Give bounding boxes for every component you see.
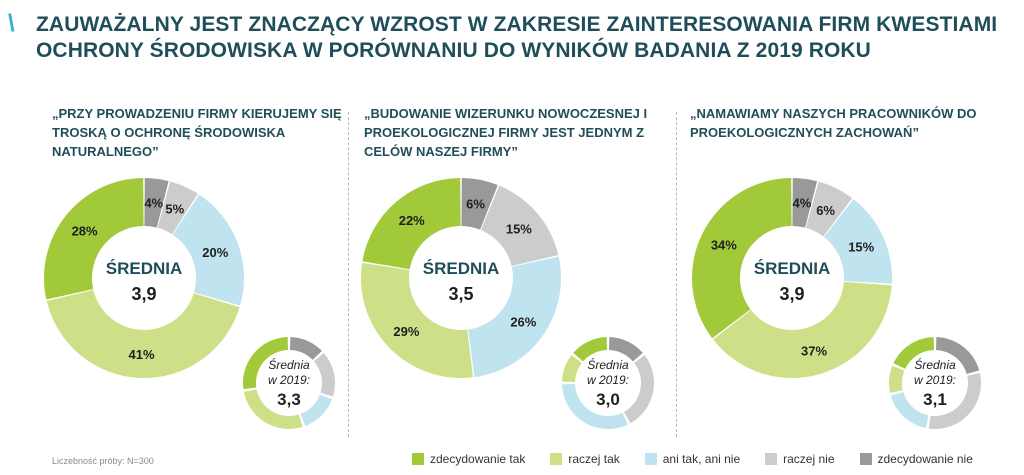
donut-2019-2-slice-ani-tak-ani-nie [562,383,628,430]
legend-label: zdecydowanie tak [430,452,526,466]
slice-value-label: 6% [466,196,485,211]
avg-2019-label-line2: w 2019: [268,373,310,387]
legend-swatch [765,453,778,465]
slice-value-label: 34% [711,237,737,252]
donut-2019-3-slice-raczej-nie [928,373,981,429]
donut-1-slice-raczej-nie [157,181,198,235]
slice-value-label: 22% [399,213,425,228]
legend-label: raczej nie [783,452,835,466]
avg-2019-label-line1: Średnia [268,357,310,372]
donut-2019-3-slice-zdecydowanie-nie [935,337,980,374]
avg-2019-value: 3,3 [277,390,301,409]
donut-2019-3-slice-raczej-tak [889,365,905,393]
donut-2019-2-slice-raczej-tak [562,355,582,383]
legend-item-zdecydowanie-tak: zdecydowanie tak [412,452,525,466]
avg-2019-label-line2: w 2019: [587,373,629,387]
slice-value-label: 15% [506,222,532,237]
avg-2019-label-line2: w 2019: [914,373,956,387]
slice-value-label: 5% [165,202,184,217]
center-label: ŚREDNIA [106,259,183,278]
donut-2019-1-slice-zdecydowanie-tak [242,337,289,390]
donut-2019-2-slice-raczej-nie [624,355,654,424]
legend-label: raczej tak [568,452,620,466]
donut-2019-3-slice-zdecydowanie-tak [893,337,935,369]
title-accent-slash: \ [8,10,15,37]
panel-divider-1 [348,112,349,437]
slice-value-label: 37% [801,344,827,359]
panel-title-2: „BUDOWANIE WIZERUNKU NOWOCZESNEJ I PROEK… [364,106,648,159]
donut-2-slice-ani-tak-ani-nie [468,256,561,378]
donut-3-slice-ani-tak-ani-nie [823,199,892,284]
donut-2019-1-slice-ani-tak-ani-nie [300,394,333,427]
avg-2019-label-line1: Średnia [587,357,629,372]
donut-1-slice-zdecydowanie-nie [144,178,169,228]
slice-value-label: 26% [510,314,536,329]
donut-2-slice-raczej-tak [361,262,473,379]
legend-swatch [550,453,563,465]
avg-2019-label-line1: Średnia [914,357,956,372]
donut-2019-2-slice-zdecydowanie-nie [608,337,643,362]
center-label: ŚREDNIA [423,259,500,278]
legend-swatch [859,453,872,465]
donut-2019-3-slice-ani-tak-ani-nie [890,392,929,429]
page-title: ZAUWAŻALNY JEST ZNACZĄCY WZROST W ZAKRES… [36,13,998,62]
panel-title-3: „NAMAWIAMY NASZYCH PRACOWNIKÓW DO PROEKO… [690,106,977,140]
legend-item-raczej-nie: raczej nie [765,452,835,466]
donut-3-slice-raczej-tak [713,281,892,378]
slice-value-label: 6% [816,203,835,218]
donut-1-slice-zdecydowanie-tak [44,178,144,300]
legend-label: ani tak, ani nie [662,452,741,466]
slice-value-label: 15% [848,240,874,255]
chart-legend: zdecydowanie tak raczej tak ani tak, ani… [412,452,998,466]
legend-label: zdecydowanie nie [877,452,973,466]
center-value: 3,5 [448,284,473,304]
donut-3-slice-zdecydowanie-tak [691,178,792,339]
avg-2019-value: 3,0 [596,390,620,409]
avg-2019-value: 3,1 [923,390,947,409]
slice-value-label: 20% [202,245,228,260]
sample-size-note: Liczebność próby: N=300 [52,456,154,466]
panel-title-1: „PRZY PROWADZENIU FIRMY KIERUJEMY SIĘ TR… [52,106,342,159]
donut-1-slice-ani-tak-ani-nie [172,194,244,306]
slice-value-label: 4% [793,196,812,211]
donut-2019-1-slice-raczej-tak [243,389,303,429]
donut-2019-1-slice-zdecydowanie-nie [289,337,322,360]
legend-swatch [644,453,657,465]
donut-2019-2-slice-zdecydowanie-tak [573,337,608,362]
slice-value-label: 41% [129,347,155,362]
donut-3-slice-zdecydowanie-nie [792,178,818,228]
donut-2-slice-zdecydowanie-nie [461,178,498,230]
legend-item-raczej-tak: raczej tak [550,452,620,466]
donut-1-slice-raczej-tak [46,289,240,378]
donut-3-slice-raczej-nie [805,181,853,237]
center-label: ŚREDNIA [754,259,831,278]
slice-value-label: 28% [72,224,98,239]
center-value: 3,9 [779,284,804,304]
legend-swatch [412,453,424,465]
center-value: 3,9 [131,284,156,304]
donut-2-slice-raczej-nie [480,185,559,267]
donut-2019-1-slice-raczej-nie [313,352,335,397]
slice-value-label: 4% [144,196,163,211]
donut-2-slice-zdecydowanie-tak [362,178,461,270]
legend-item-ani-tak-ani-nie: ani tak, ani nie [644,452,741,466]
legend-item-zdecydowanie-nie: zdecydowanie nie [859,452,973,466]
panel-divider-2 [676,112,677,437]
slice-value-label: 29% [393,324,419,339]
